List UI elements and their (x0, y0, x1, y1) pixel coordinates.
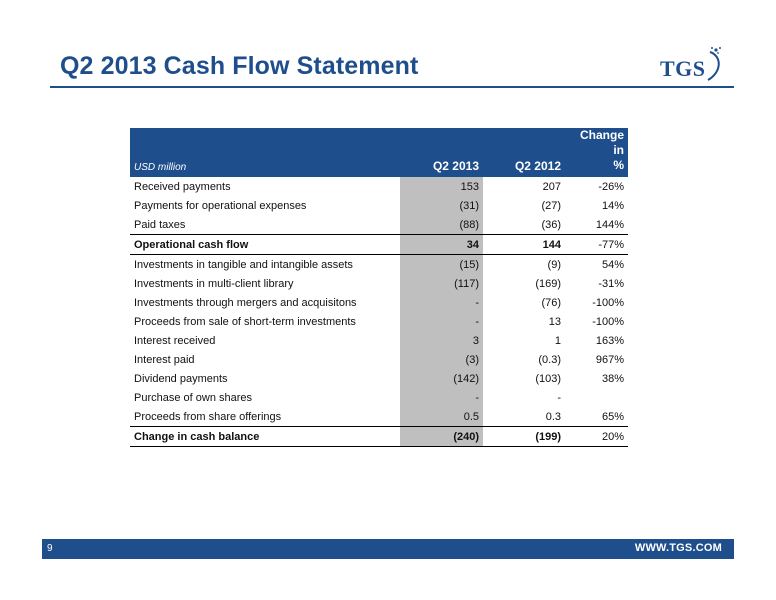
table-row: Proceeds from share offerings 0.5 0.3 65… (130, 407, 628, 427)
row-change: -100% (592, 296, 624, 309)
column-header-label: USD million (130, 128, 400, 177)
table-row: Interest paid (3) (0.3) 967% (130, 350, 628, 369)
row-q2-2013: (142) (400, 369, 483, 388)
row-change: -31% (598, 277, 624, 290)
row-q2-2013: - (400, 312, 483, 331)
column-header-change-line2: % (613, 158, 624, 172)
row-change: 144% (565, 215, 628, 235)
row-q2-2013: (88) (400, 215, 483, 235)
row-q2-2013: 34 (400, 234, 483, 255)
table-row: Purchase of own shares - - (130, 388, 628, 407)
row-label: Investments in multi-client library (134, 277, 294, 290)
table-row: Investments in multi-client library (117… (130, 274, 628, 293)
title-divider (50, 86, 734, 88)
table-row-total: Change in cash balance (240) (199) 20% (130, 426, 628, 447)
row-label: Payments for operational expenses (134, 199, 307, 212)
row-label: Proceeds from share offerings (130, 407, 400, 427)
row-change: 163% (595, 334, 624, 347)
row-q2-2012: (103) (535, 372, 561, 385)
table-row: Payments for operational expenses (31) (… (130, 196, 628, 215)
table-row: Received payments 153 207 -26% (130, 177, 628, 196)
row-change: 54% (565, 254, 628, 274)
logo-text: TGS (660, 56, 706, 81)
table-header-row: USD million Q2 2013 Q2 2012 Change in% (130, 128, 628, 177)
row-q2-2012: - (557, 391, 561, 404)
page-number: 9 (47, 543, 53, 554)
row-q2-2012: 1 (554, 334, 561, 347)
row-label: Proceeds from sale of short-term investm… (134, 315, 356, 328)
row-q2-2012: (36) (483, 215, 565, 235)
row-q2-2013: (240) (400, 426, 483, 447)
row-label: Change in cash balance (130, 426, 400, 447)
table-row: Investments in tangible and intangible a… (130, 254, 628, 274)
row-label: Investments through mergers and acquisit… (134, 296, 357, 309)
row-q2-2012: (9) (483, 254, 565, 274)
column-header-q2-2012: Q2 2012 (483, 128, 565, 177)
row-q2-2013: 0.5 (400, 407, 483, 427)
column-header-change: Change in% (565, 128, 628, 177)
row-q2-2012: (27) (541, 199, 561, 212)
row-q2-2013: 153 (400, 177, 483, 196)
row-q2-2013: (15) (400, 254, 483, 274)
row-label: Received payments (134, 180, 231, 193)
row-q2-2012: 13 (548, 315, 561, 328)
row-q2-2012: (0.3) (538, 353, 561, 366)
footer-url[interactable]: WWW.TGS.COM (634, 542, 722, 554)
cash-flow-table: USD million Q2 2013 Q2 2012 Change in% R… (130, 128, 628, 447)
column-header-q2-2013: Q2 2013 (400, 128, 483, 177)
column-header-change-line1: Change in (579, 128, 624, 157)
row-q2-2012: 207 (542, 180, 561, 193)
table-row-subtotal: Operational cash flow 34 144 -77% (130, 234, 628, 255)
table-row: Paid taxes (88) (36) 144% (130, 215, 628, 235)
row-change: -100% (592, 315, 624, 328)
row-q2-2012: 0.3 (483, 407, 565, 427)
table-row: Interest received 3 1 163% (130, 331, 628, 350)
row-change: 14% (601, 199, 624, 212)
table-row: Dividend payments (142) (103) 38% (130, 369, 628, 388)
row-label: Dividend payments (134, 372, 228, 385)
row-q2-2013: - (400, 293, 483, 312)
table-row: Investments through mergers and acquisit… (130, 293, 628, 312)
table-row: Proceeds from sale of short-term investm… (130, 312, 628, 331)
logo-swoosh-icon (707, 47, 721, 81)
row-change (565, 388, 628, 407)
row-change: -77% (598, 238, 624, 251)
row-change: 967% (595, 353, 624, 366)
row-label: Operational cash flow (134, 238, 249, 251)
tgs-logo: TGS (650, 44, 728, 84)
row-q2-2012: (199) (483, 426, 565, 447)
footer-bar: 9 WWW.TGS.COM (42, 539, 734, 559)
row-label: Interest paid (134, 353, 195, 366)
row-q2-2013: - (400, 388, 483, 407)
row-q2-2012: 144 (542, 238, 561, 251)
row-q2-2013: 3 (400, 331, 483, 350)
row-change: 20% (565, 426, 628, 447)
row-q2-2013: (3) (400, 350, 483, 369)
row-change: 65% (565, 407, 628, 427)
row-q2-2013: (117) (400, 274, 483, 293)
page-title: Q2 2013 Cash Flow Statement (60, 52, 419, 80)
row-q2-2012: (76) (541, 296, 561, 309)
row-change: -26% (598, 180, 624, 193)
row-label: Purchase of own shares (134, 391, 253, 404)
row-q2-2013: (31) (400, 196, 483, 215)
row-label: Paid taxes (130, 215, 400, 235)
row-label: Investments in tangible and intangible a… (130, 254, 400, 274)
row-change: 38% (601, 372, 624, 385)
row-q2-2012: (169) (535, 277, 561, 290)
row-label: Interest received (134, 334, 216, 347)
